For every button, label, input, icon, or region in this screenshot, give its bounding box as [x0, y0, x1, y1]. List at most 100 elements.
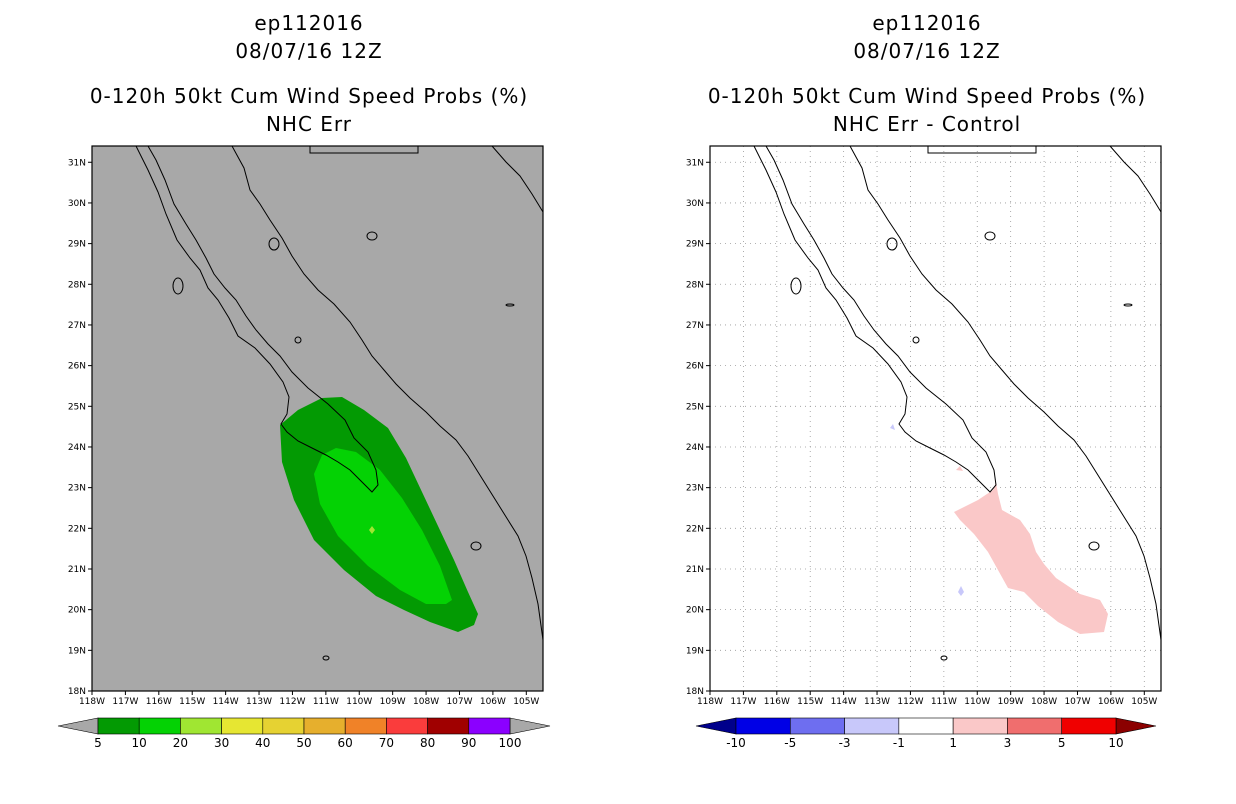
coastline-mainland — [849, 145, 1162, 641]
chart-title-line-2: 08/07/16 12Z — [853, 39, 1000, 63]
colorbar-swatch — [789, 717, 845, 735]
coastline-northeast — [1109, 145, 1162, 213]
y-tick-label: 29N — [686, 240, 704, 250]
colorbar-swatch — [386, 717, 428, 735]
colorbar-label: 100 — [499, 736, 522, 750]
x-tick-label: 105W — [513, 697, 539, 707]
x-tick-label: 106W — [480, 697, 506, 707]
border-line — [927, 146, 1037, 154]
island — [912, 336, 920, 344]
y-tick-label: 26N — [68, 362, 86, 372]
chart-title-line-3: 0-120h 50kt Cum Wind Speed Probs (%) — [90, 84, 528, 108]
island — [1123, 303, 1133, 307]
y-tick-label: 25N — [68, 402, 86, 412]
colorbar-swatch — [427, 717, 470, 735]
colorbar-swatch — [97, 717, 140, 735]
y-tick-label: 25N — [686, 402, 704, 412]
x-tick-label: 116W — [146, 697, 172, 707]
island — [172, 277, 184, 295]
x-tick-label: 114W — [213, 697, 239, 707]
colorbar-swatch — [1061, 717, 1117, 735]
colorbar-swatch — [952, 717, 1008, 735]
colorbar-label: 10 — [1108, 736, 1123, 750]
coastline-mainland — [231, 145, 544, 641]
coastline-northeast — [491, 145, 544, 213]
x-tick-label: 110W — [964, 697, 990, 707]
island — [294, 336, 302, 344]
colorbar-swatch — [1007, 717, 1063, 735]
region-neg-1-3 — [958, 586, 964, 596]
y-tick-label: 30N — [686, 199, 704, 209]
y-tick-label: 23N — [68, 484, 86, 494]
region-10-20pct — [314, 448, 452, 604]
island — [940, 655, 948, 661]
y-tick-label: 24N — [686, 443, 704, 453]
x-tick-label: 116W — [764, 697, 790, 707]
colorbar-label: 3 — [1004, 736, 1012, 750]
y-tick-label: 20N — [68, 606, 86, 616]
colorbar-label: 10 — [132, 736, 147, 750]
island — [1088, 541, 1100, 551]
y-tick-label: 31N — [68, 158, 86, 168]
island — [505, 303, 515, 307]
colorbar-label: -5 — [784, 736, 796, 750]
map-frame — [91, 145, 544, 692]
island — [984, 231, 996, 241]
x-tick-label: 115W — [797, 697, 823, 707]
x-tick-label: 117W — [730, 697, 756, 707]
x-tick-label: 110W — [346, 697, 372, 707]
chart-title-line-3: 0-120h 50kt Cum Wind Speed Probs (%) — [708, 84, 1146, 108]
border-line — [309, 146, 419, 154]
y-tick-label: 27N — [68, 321, 86, 331]
x-tick-label: 106W — [1098, 697, 1124, 707]
island — [268, 237, 280, 251]
colorbar-label: 20 — [173, 736, 188, 750]
x-tick-label: 115W — [179, 697, 205, 707]
x-tick-label: 113W — [246, 697, 272, 707]
island — [470, 541, 482, 551]
x-tick-label: 111W — [313, 697, 339, 707]
colorbar-label: 1 — [949, 736, 957, 750]
x-tick-label: 112W — [897, 697, 923, 707]
colorbar-swatch — [180, 717, 222, 735]
x-tick-label: 111W — [931, 697, 957, 707]
colorbar-label: 50 — [296, 736, 311, 750]
coastline-baja — [135, 145, 379, 493]
region-pos-small — [956, 466, 963, 471]
x-tick-label: 109W — [998, 697, 1024, 707]
colorbar-label: 90 — [461, 736, 476, 750]
colorbar-label: -1 — [893, 736, 905, 750]
colorbar-over-arrow — [1115, 717, 1157, 735]
y-tick-label: 29N — [68, 240, 86, 250]
x-tick-label: 107W — [446, 697, 472, 707]
colorbar-swatch — [844, 717, 900, 735]
y-tick-label: 22N — [68, 524, 86, 534]
colorbar-swatch — [221, 717, 264, 735]
y-tick-label: 24N — [68, 443, 86, 453]
y-tick-label: 18N — [686, 687, 704, 697]
y-tick-label: 19N — [68, 646, 86, 656]
island — [366, 231, 378, 241]
region-20-30pct — [369, 526, 375, 534]
colorbar-label: 70 — [379, 736, 394, 750]
chart-title-line-1: ep112016 — [254, 11, 363, 35]
x-tick-label: 112W — [279, 697, 305, 707]
y-tick-label: 31N — [686, 158, 704, 168]
x-tick-label: 108W — [1031, 697, 1057, 707]
colorbar-label: 5 — [1058, 736, 1066, 750]
colorbar-swatch — [138, 717, 181, 735]
x-tick-label: 117W — [112, 697, 138, 707]
chart-panel-2: ep112016 08/07/16 12Z 0-120h 50kt Cum Wind… — [686, 11, 1162, 750]
colorbar-under-arrow — [57, 717, 99, 735]
colorbar-label: -3 — [839, 736, 851, 750]
map-frame — [709, 145, 1162, 692]
x-tick-label: 118W — [697, 697, 723, 707]
colorbar-swatch — [468, 717, 511, 735]
colorbar-swatch — [898, 717, 954, 735]
colorbar-under-arrow — [695, 717, 737, 735]
y-tick-label: 18N — [68, 687, 86, 697]
y-tick-label: 26N — [686, 362, 704, 372]
colorbar-swatch — [735, 717, 791, 735]
